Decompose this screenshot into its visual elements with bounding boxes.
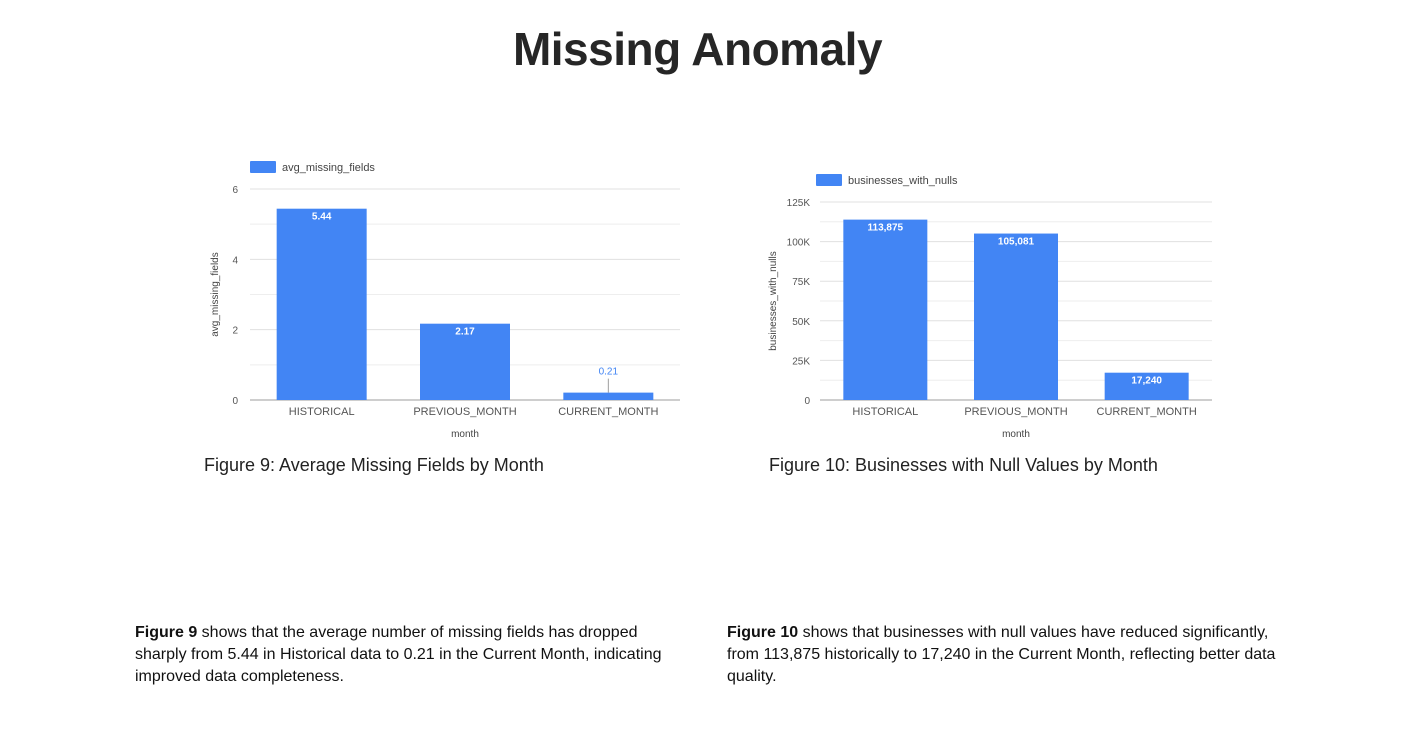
- x-axis-label: month: [1002, 429, 1030, 440]
- y-tick-label: 125K: [787, 198, 811, 209]
- chart-businesses-with-nulls: businesses_with_nulls 0 25K 50K 75K 100K 125K b…: [768, 174, 1212, 440]
- y-tick-label: 6: [232, 185, 238, 196]
- figure-10-caption: Figure 10: Businesses with Null Values b…: [769, 455, 1158, 475]
- legend-swatch: [816, 174, 842, 186]
- bar: [420, 323, 510, 400]
- figure-10-text: shows that businesses with null values h…: [727, 624, 1276, 685]
- chart-avg-missing-fields: avg_missing_fields 0 2 4 6 avg_missing_fields…: [210, 161, 680, 440]
- y-tick-label: 2: [232, 326, 238, 337]
- figure-10-lead: Figure 10: [727, 624, 799, 641]
- figure-10-description: Figure 10 shows that businesses with nul…: [727, 622, 1287, 688]
- y-axis-label: businesses_with_nulls: [768, 251, 779, 351]
- y-tick-label: 0: [804, 396, 810, 407]
- data-label: 105,081: [998, 237, 1035, 248]
- bar: [276, 208, 367, 400]
- legend-label: businesses_with_nulls: [848, 175, 958, 187]
- bar: [563, 392, 654, 400]
- y-tick-label: 0: [232, 396, 238, 407]
- x-tick-label: CURRENT_MONTH: [1097, 406, 1197, 418]
- y-tick-label: 100K: [787, 238, 811, 249]
- x-tick-label: HISTORICAL: [289, 406, 355, 418]
- figure-9-lead: Figure 9: [135, 624, 198, 641]
- bar: [974, 233, 1058, 400]
- y-tick-label: 4: [232, 255, 238, 266]
- figure-9-text: shows that the average number of missing…: [135, 624, 662, 685]
- data-label: 0.21: [599, 367, 619, 378]
- data-label: 2.17: [455, 327, 475, 338]
- x-tick-label: PREVIOUS_MONTH: [413, 406, 516, 418]
- legend-swatch: [250, 161, 276, 173]
- y-tick-label: 75K: [792, 277, 810, 288]
- bar: [843, 219, 928, 400]
- y-axis-label: avg_missing_fields: [210, 252, 221, 337]
- bar: [1104, 372, 1189, 400]
- y-tick-label: 50K: [792, 317, 810, 328]
- data-label: 113,875: [868, 223, 904, 234]
- x-tick-label: PREVIOUS_MONTH: [964, 406, 1067, 418]
- data-label: 17,240: [1131, 376, 1162, 387]
- legend-label: avg_missing_fields: [282, 162, 375, 174]
- page-title: Missing Anomaly: [512, 23, 883, 75]
- x-tick-label: HISTORICAL: [852, 406, 918, 418]
- x-axis-label: month: [451, 429, 479, 440]
- x-tick-label: CURRENT_MONTH: [558, 406, 658, 418]
- figure-9-description: Figure 9 shows that the average number o…: [135, 622, 690, 688]
- data-label: 5.44: [312, 212, 332, 223]
- y-tick-label: 25K: [792, 356, 810, 367]
- figure-9-caption: Figure 9: Average Missing Fields by Mont…: [204, 455, 544, 475]
